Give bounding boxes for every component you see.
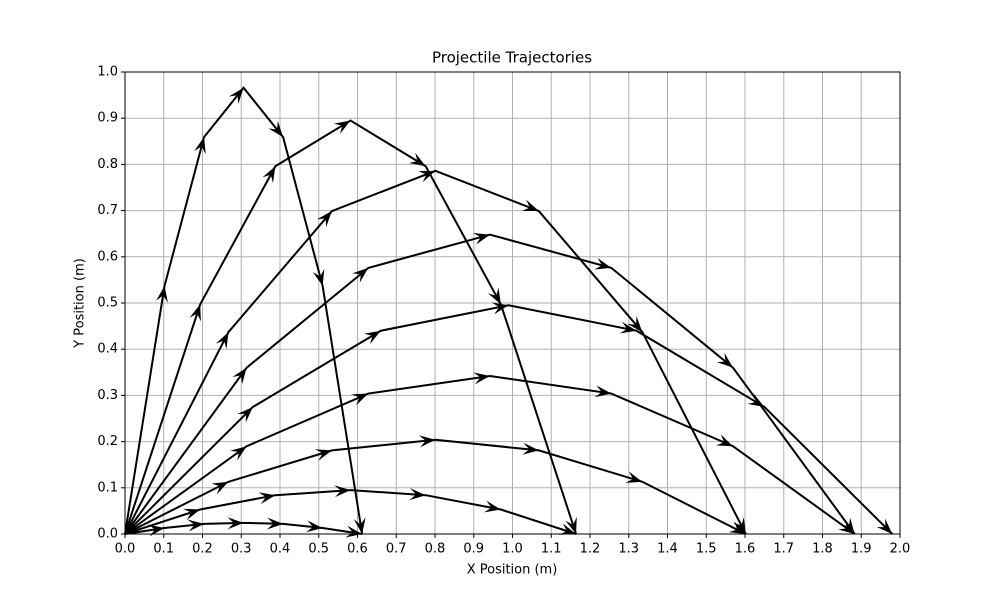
x-tick-label: 0.5 — [308, 542, 329, 557]
plot-frame — [124, 71, 901, 535]
x-tick-label: 0.0 — [115, 542, 136, 557]
arrowhead — [418, 170, 436, 183]
arrowhead — [230, 446, 247, 461]
arrowhead — [353, 517, 366, 534]
x-tick-label: 1.9 — [851, 542, 872, 557]
trajectory — [124, 438, 747, 535]
x-tick-label: 2.0 — [890, 542, 911, 557]
arrowhead — [619, 321, 637, 334]
arrowhead — [189, 304, 201, 322]
arrowhead — [487, 287, 501, 305]
arrowhead — [262, 166, 276, 184]
arrowhead — [491, 302, 509, 315]
x-axis-label: X Position (m) — [467, 563, 558, 578]
x-tick-label: 0.6 — [347, 542, 368, 557]
arrowhead — [558, 523, 577, 535]
x-tick-label: 1.2 — [580, 542, 601, 557]
y-tick-label: 0.7 — [97, 203, 118, 218]
arrowhead — [522, 442, 539, 455]
arrowhead — [565, 516, 577, 534]
x-tick-label: 1.0 — [502, 542, 523, 557]
arrowhead — [408, 152, 426, 167]
arrowhead — [594, 385, 612, 398]
x-tick-label: 0.9 — [463, 542, 484, 557]
arrowhead — [594, 257, 612, 270]
arrowhead — [363, 330, 381, 345]
arrowhead — [194, 137, 206, 155]
x-tick-label: 1.6 — [735, 542, 756, 557]
x-tick-label: 1.8 — [812, 542, 833, 557]
arrowhead — [147, 524, 165, 537]
arrowhead — [183, 508, 201, 521]
x-tick-label: 1.5 — [696, 542, 717, 557]
arrowhead — [627, 316, 643, 333]
arrowhead — [840, 517, 855, 534]
trajectory — [124, 169, 747, 535]
arrowhead — [418, 435, 436, 448]
y-tick-label: 0.2 — [97, 434, 118, 449]
arrowhead — [266, 517, 284, 530]
y-tick-label: 0.5 — [97, 296, 118, 311]
y-axis-label: Y Position (m) — [73, 258, 88, 349]
x-tick-label: 0.4 — [270, 542, 291, 557]
y-tick-label: 0.3 — [97, 388, 118, 403]
arrowhead — [306, 520, 323, 533]
x-tick-label: 1.4 — [657, 542, 678, 557]
arrowhead — [521, 199, 539, 212]
arrowhead — [228, 87, 244, 104]
arrowhead — [227, 517, 244, 530]
arrowhead — [237, 406, 253, 423]
x-tick-label: 0.3 — [231, 542, 252, 557]
chart-title: Projectile Trajectories — [432, 49, 592, 67]
y-tick-label: 0.0 — [97, 527, 118, 542]
arrowhead — [215, 332, 229, 350]
x-tick-label: 1.7 — [773, 542, 794, 557]
arrowhead — [187, 519, 205, 532]
trajectory — [124, 304, 893, 535]
arrowhead — [716, 352, 733, 368]
y-tick-label: 0.9 — [97, 111, 118, 126]
arrowhead — [484, 500, 501, 513]
x-tick-label: 0.8 — [425, 542, 446, 557]
x-tick-label: 1.3 — [618, 542, 639, 557]
arrowhead — [268, 120, 284, 138]
arrowhead — [625, 471, 643, 483]
arrowhead — [156, 285, 168, 303]
arrowhead — [258, 492, 276, 505]
y-tick-label: 0.4 — [97, 342, 118, 357]
arrowhead — [316, 211, 332, 228]
y-tick-label: 1.0 — [97, 65, 118, 80]
arrowhead — [345, 525, 363, 538]
arrowhead — [473, 372, 491, 385]
arrowhead — [876, 518, 893, 534]
x-tick-label: 0.2 — [192, 542, 213, 557]
arrowhead — [333, 120, 351, 134]
arrowhead — [334, 485, 351, 498]
arrowhead — [211, 481, 229, 495]
arrowhead — [232, 367, 247, 385]
y-tick-label: 0.6 — [97, 249, 118, 264]
arrowhead — [733, 517, 746, 534]
trajectory — [124, 86, 364, 535]
x-tick-label: 0.1 — [153, 542, 174, 557]
arrowhead — [409, 488, 426, 501]
arrowhead — [352, 267, 369, 283]
arrowhead — [312, 268, 325, 286]
y-tick-label: 0.1 — [97, 480, 118, 495]
arrowhead — [351, 393, 369, 406]
x-tick-label: 0.7 — [386, 542, 407, 557]
x-tick-label: 1.1 — [541, 542, 562, 557]
y-tick-label: 0.8 — [97, 157, 118, 172]
arrowhead — [728, 521, 746, 534]
arrowhead — [314, 449, 332, 461]
arrowhead — [715, 434, 733, 447]
arrowhead — [473, 233, 491, 245]
